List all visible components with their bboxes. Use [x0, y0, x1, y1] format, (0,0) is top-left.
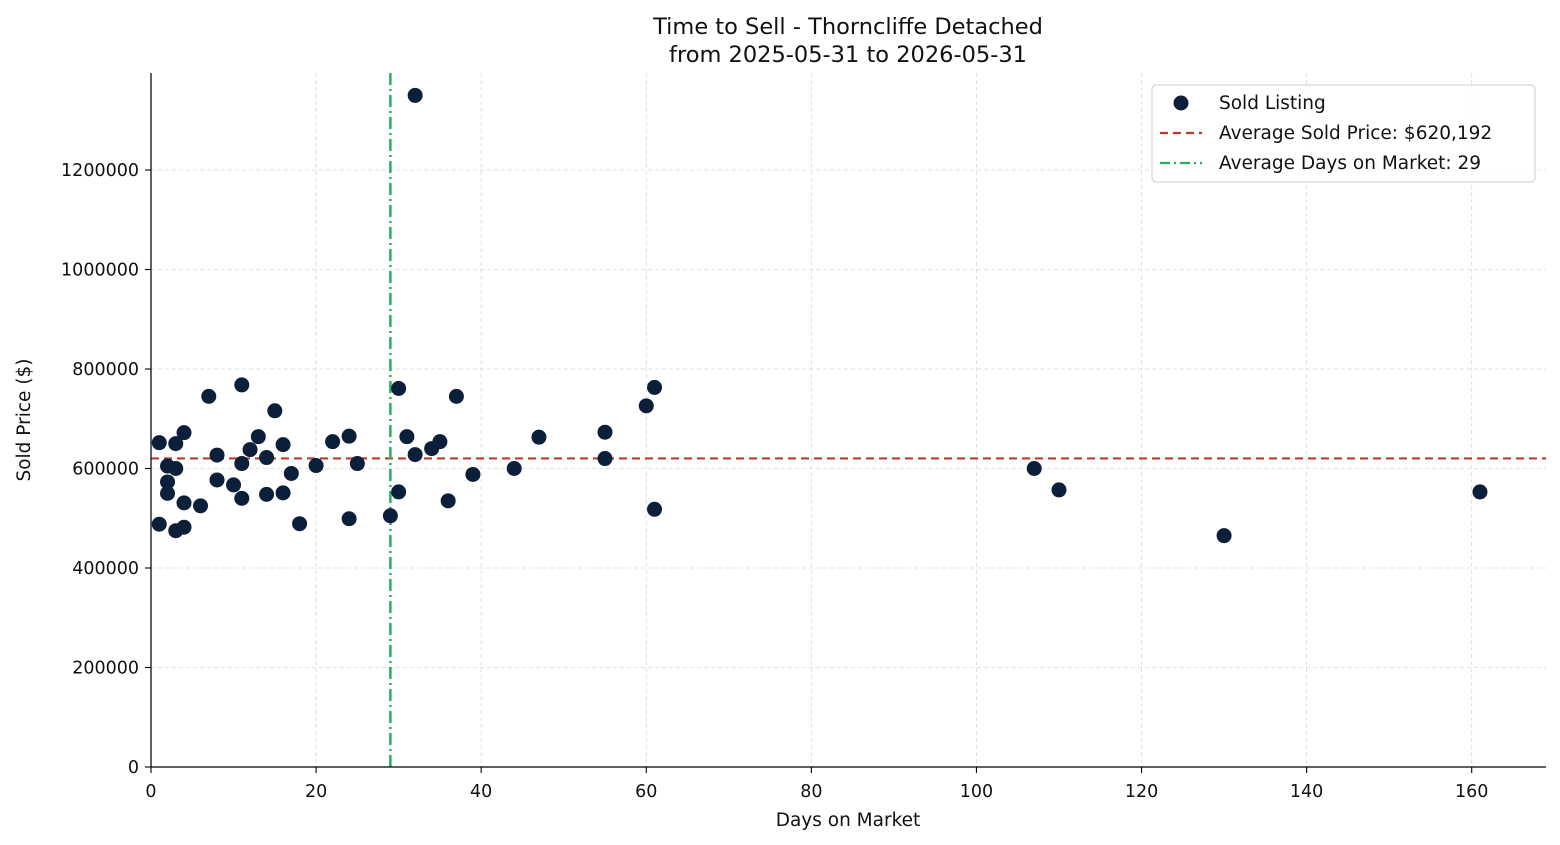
scatter-point — [176, 519, 192, 535]
y-tick-label: 0 — [128, 758, 139, 778]
y-tick-label: 600000 — [72, 460, 139, 480]
scatter-point — [448, 388, 464, 404]
scatter-point — [160, 485, 176, 501]
scatter-point — [275, 485, 291, 501]
x-tick-label: 20 — [305, 782, 327, 802]
scatter-point — [399, 429, 415, 445]
scatter-point — [597, 451, 613, 467]
scatter-point — [250, 429, 266, 445]
scatter-point — [349, 456, 365, 472]
x-tick-label: 120 — [1125, 782, 1158, 802]
legend-label-sold-listing: Sold Listing — [1219, 93, 1326, 114]
scatter-point — [209, 447, 225, 463]
x-tick-label: 160 — [1455, 782, 1488, 802]
scatter-point — [432, 434, 448, 450]
scatter-point — [283, 465, 299, 481]
scatter-point — [259, 486, 275, 502]
y-tick-label: 200000 — [72, 659, 139, 679]
legend-box — [1151, 84, 1536, 183]
scatter-point — [407, 447, 423, 463]
scatter-point — [176, 425, 192, 441]
scatter-point — [1026, 461, 1042, 477]
legend-marker-sold-listing — [1173, 95, 1189, 111]
scatter-point — [382, 508, 398, 524]
x-tick-label: 0 — [145, 782, 156, 802]
y-tick-label: 1200000 — [61, 161, 139, 181]
x-tick-label: 60 — [635, 782, 657, 802]
scatter-point — [168, 461, 184, 477]
scatter-point — [234, 490, 250, 506]
x-axis-title: Days on Market — [776, 810, 921, 831]
y-tick-label: 800000 — [72, 360, 139, 380]
scatter-point — [391, 380, 407, 396]
scatter-point — [1216, 528, 1232, 544]
scatter-point — [325, 434, 341, 450]
chart-title: Time to Sell - Thorncliffe Detached — [652, 14, 1043, 40]
scatter-point — [151, 516, 167, 532]
scatter-point — [647, 501, 663, 517]
scatter-point — [275, 437, 291, 453]
scatter-point — [1472, 484, 1488, 500]
scatter-point — [292, 516, 308, 532]
scatter-point — [1051, 482, 1067, 498]
scatter-point — [407, 87, 423, 103]
scatter-point — [226, 477, 242, 493]
y-axis-title: Sold Price ($) — [14, 358, 35, 481]
scatter-point — [234, 456, 250, 472]
x-tick-label: 40 — [470, 782, 492, 802]
scatter-point — [201, 388, 217, 404]
x-tick-label: 100 — [960, 782, 993, 802]
scatter-point — [638, 398, 654, 414]
legend: Sold Listing Average Sold Price: $620,19… — [1151, 84, 1536, 183]
scatter-point — [531, 429, 547, 445]
scatter-point — [234, 377, 250, 393]
legend-label-average-price: Average Sold Price: $620,192 — [1219, 123, 1492, 144]
scatter-points — [151, 87, 1488, 544]
scatter-point — [465, 466, 481, 482]
grid — [151, 73, 1546, 767]
scatter-point — [440, 493, 456, 509]
x-tick-label: 80 — [800, 782, 822, 802]
x-tick-label: 140 — [1290, 782, 1323, 802]
scatter-point — [308, 458, 324, 474]
reference-lines — [151, 73, 1546, 767]
scatter-point — [160, 474, 176, 490]
scatter-point — [242, 442, 258, 458]
axes: 0 20 40 60 80 100 120 140 160 0 200000 400000 600000… — [61, 73, 1546, 802]
scatter-point — [391, 484, 407, 500]
y-tick-label: 1000000 — [61, 261, 139, 281]
scatter-point — [168, 436, 184, 452]
y-tick-label: 400000 — [72, 559, 139, 579]
chart-subtitle: from 2025-05-31 to 2026-05-31 — [669, 42, 1027, 68]
scatter-point — [193, 498, 209, 514]
scatter-point — [267, 403, 283, 419]
scatter-point — [647, 379, 663, 395]
legend-label-average-days: Average Days on Market: 29 — [1219, 153, 1481, 174]
scatter-point — [506, 461, 522, 477]
scatter-point — [209, 472, 225, 488]
scatter-point — [341, 511, 357, 527]
scatter-point — [259, 450, 275, 466]
scatter-point — [341, 428, 357, 444]
scatter-point — [597, 424, 613, 440]
scatter-point — [151, 435, 167, 451]
scatter-point — [176, 495, 192, 511]
